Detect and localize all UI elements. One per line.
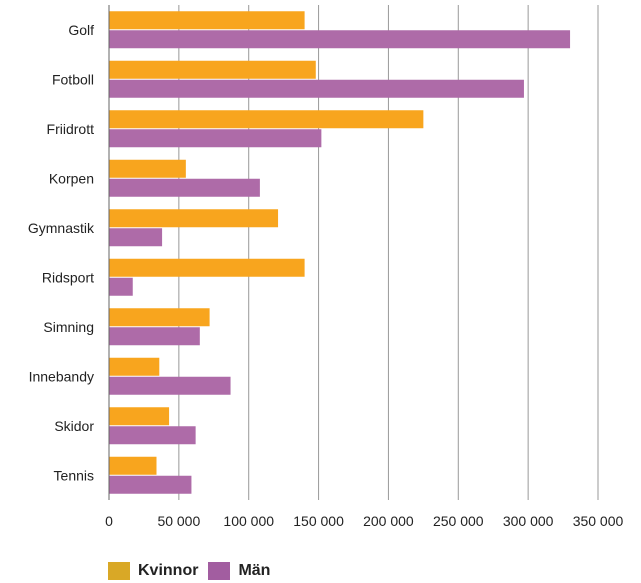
bar-m-n-korpen xyxy=(109,178,260,197)
bar-kvinnor-tennis xyxy=(109,456,157,475)
bar-kvinnor-friidrott xyxy=(109,110,424,129)
x-tick-label: 150 000 xyxy=(293,513,344,529)
legend-label-man: Män xyxy=(238,562,271,579)
bar-m-n-friidrott xyxy=(109,129,322,148)
category-labels: Golf Fotboll Friidrott Korpen Gymnastik Ridsp… xyxy=(28,22,95,484)
bar-kvinnor-gymnastik xyxy=(109,209,279,228)
bar-kvinnor-ridsport xyxy=(109,258,305,277)
category-label-innebandy: Innebandy xyxy=(29,368,94,384)
x-tick-label: 0 xyxy=(105,513,113,529)
x-tick-label: 200 000 xyxy=(363,513,414,529)
bar-kvinnor-skidor xyxy=(109,407,170,426)
bar-kvinnor-golf xyxy=(109,11,305,30)
x-tick-label: 50 000 xyxy=(157,513,200,529)
bar-kvinnor-fotboll xyxy=(109,60,316,79)
legend-item-man: Män xyxy=(208,562,270,580)
x-tick-label: 300 000 xyxy=(503,513,554,529)
bar-m-n-tennis xyxy=(109,475,192,494)
category-label-friidrott: Friidrott xyxy=(47,121,95,137)
bars xyxy=(109,11,571,494)
bar-m-n-fotboll xyxy=(109,79,524,98)
bar-kvinnor-innebandy xyxy=(109,357,160,376)
legend-label-kvinnor: Kvinnor xyxy=(138,562,199,579)
x-tick-labels: 0 50 000 100 000 150 000 200 000 250 000 300 0… xyxy=(105,513,623,529)
x-tick-label: 100 000 xyxy=(223,513,274,529)
bar-m-n-gymnastik xyxy=(109,228,163,247)
category-label-tennis: Tennis xyxy=(54,467,94,483)
bar-kvinnor-korpen xyxy=(109,159,186,178)
category-label-fotboll: Fotboll xyxy=(52,71,94,87)
legend: Kvinnor Män xyxy=(108,562,280,580)
x-tick-label: 350 000 xyxy=(573,513,624,529)
category-label-korpen: Korpen xyxy=(49,170,94,186)
bar-m-n-golf xyxy=(109,30,571,49)
bar-m-n-skidor xyxy=(109,426,196,445)
bar-m-n-innebandy xyxy=(109,376,231,395)
gridlines xyxy=(178,5,599,500)
x-tick-label: 250 000 xyxy=(433,513,484,529)
legend-swatch-kvinnor xyxy=(108,562,130,580)
bar-m-n-ridsport xyxy=(109,277,133,296)
legend-item-kvinnor: Kvinnor xyxy=(108,562,198,580)
category-label-gymnastik: Gymnastik xyxy=(28,220,95,236)
bar-m-n-simning xyxy=(109,327,200,346)
category-label-simning: Simning xyxy=(43,319,94,335)
category-label-golf: Golf xyxy=(68,22,94,38)
legend-swatch-man xyxy=(208,562,231,580)
category-label-skidor: Skidor xyxy=(54,418,94,434)
bar-kvinnor-simning xyxy=(109,308,210,327)
category-label-ridsport: Ridsport xyxy=(42,269,94,285)
